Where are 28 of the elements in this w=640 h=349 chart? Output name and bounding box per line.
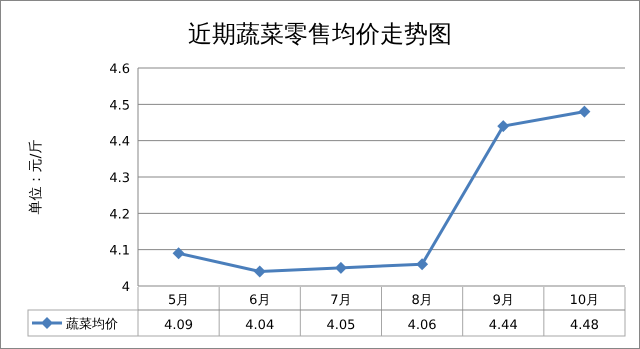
x-tick-label: 7月 <box>330 293 352 308</box>
y-tick-label: 4.4 <box>109 134 130 150</box>
data-label: 4.04 <box>245 318 274 333</box>
x-tick-label: 9月 <box>492 293 514 308</box>
point <box>334 262 347 274</box>
data-label: 4.05 <box>326 318 356 333</box>
x-tick-label: 10月 <box>570 293 600 308</box>
data-label: 4.48 <box>570 318 599 333</box>
x-tick-label: 6月 <box>249 293 270 308</box>
y-tick-label: 4.3 <box>109 171 130 186</box>
point <box>172 247 185 260</box>
point <box>578 106 590 118</box>
legend-label: 蔬菜均价 <box>66 317 118 332</box>
y-tick-label: 4.6 <box>109 62 130 77</box>
x-tick-label: 5月 <box>168 293 190 308</box>
point <box>497 120 510 132</box>
y-axis-title: 单位：元/斤 <box>28 140 44 214</box>
y-tick-label: 4.2 <box>109 207 130 222</box>
point <box>416 258 428 270</box>
y-tick-label: 4.5 <box>109 98 130 114</box>
data-label: 4.44 <box>488 318 518 333</box>
y-tick-label: 4.1 <box>109 244 130 259</box>
point <box>254 265 266 278</box>
x-tick-label: 8月 <box>411 293 433 308</box>
data-label: 4.06 <box>408 318 437 333</box>
data-label: 4.09 <box>164 318 194 333</box>
y-tick-label: 4 <box>122 280 130 295</box>
chart-title: 近期蔬菜零售均价走势图 <box>188 20 452 48</box>
